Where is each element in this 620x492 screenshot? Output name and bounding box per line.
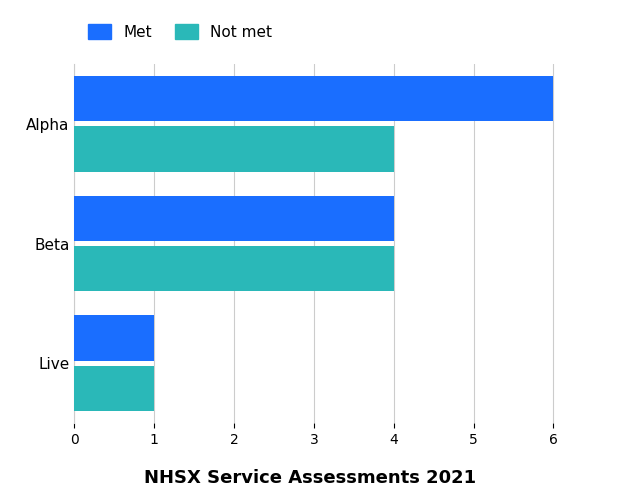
Bar <box>74 315 154 361</box>
Bar <box>74 76 554 122</box>
Legend: Met, Not met: Met, Not met <box>82 18 278 46</box>
Bar <box>74 366 154 411</box>
Bar <box>74 196 394 241</box>
Bar <box>74 126 394 172</box>
Bar <box>74 246 394 291</box>
Text: NHSX Service Assessments 2021: NHSX Service Assessments 2021 <box>144 469 476 487</box>
